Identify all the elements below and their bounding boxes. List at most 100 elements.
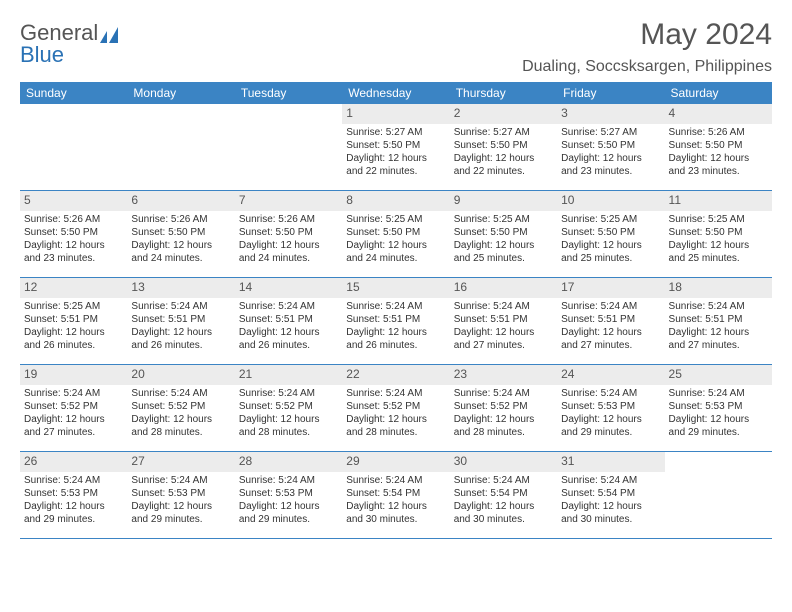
day-cell: 15Sunrise: 5:24 AMSunset: 5:51 PMDayligh…	[342, 278, 449, 364]
day-number: 22	[342, 365, 449, 385]
title-block: May 2024 Dualing, Soccsksargen, Philippi…	[522, 18, 772, 76]
sunrise-text: Sunrise: 5:24 AM	[239, 300, 338, 313]
brand-line2: Blue	[20, 42, 64, 67]
day-cell	[665, 452, 772, 538]
daylight-text: Daylight: 12 hours and 29 minutes.	[24, 500, 123, 526]
day-body: Sunrise: 5:24 AMSunset: 5:54 PMDaylight:…	[342, 472, 449, 530]
daylight-text: Daylight: 12 hours and 29 minutes.	[131, 500, 230, 526]
daylight-text: Daylight: 12 hours and 24 minutes.	[131, 239, 230, 265]
day-body: Sunrise: 5:24 AMSunset: 5:53 PMDaylight:…	[665, 385, 772, 443]
day-cell: 24Sunrise: 5:24 AMSunset: 5:53 PMDayligh…	[557, 365, 664, 451]
daylight-text: Daylight: 12 hours and 26 minutes.	[24, 326, 123, 352]
day-cell: 18Sunrise: 5:24 AMSunset: 5:51 PMDayligh…	[665, 278, 772, 364]
sunrise-text: Sunrise: 5:27 AM	[346, 126, 445, 139]
sunset-text: Sunset: 5:51 PM	[239, 313, 338, 326]
day-body: Sunrise: 5:24 AMSunset: 5:52 PMDaylight:…	[127, 385, 234, 443]
day-cell: 23Sunrise: 5:24 AMSunset: 5:52 PMDayligh…	[450, 365, 557, 451]
day-header-monday: Monday	[127, 82, 234, 104]
daylight-text: Daylight: 12 hours and 22 minutes.	[346, 152, 445, 178]
day-body: Sunrise: 5:25 AMSunset: 5:50 PMDaylight:…	[665, 211, 772, 269]
day-number: 11	[665, 191, 772, 211]
sunset-text: Sunset: 5:50 PM	[669, 139, 768, 152]
sunrise-text: Sunrise: 5:24 AM	[669, 387, 768, 400]
sunset-text: Sunset: 5:54 PM	[561, 487, 660, 500]
sunrise-text: Sunrise: 5:24 AM	[131, 474, 230, 487]
day-number: 19	[20, 365, 127, 385]
weeks-container: 1Sunrise: 5:27 AMSunset: 5:50 PMDaylight…	[20, 104, 772, 539]
day-number: 24	[557, 365, 664, 385]
day-header-row: Sunday Monday Tuesday Wednesday Thursday…	[20, 82, 772, 104]
sunrise-text: Sunrise: 5:24 AM	[561, 474, 660, 487]
day-header-saturday: Saturday	[665, 82, 772, 104]
day-number: 2	[450, 104, 557, 124]
day-cell	[127, 104, 234, 190]
sunrise-text: Sunrise: 5:26 AM	[239, 213, 338, 226]
sunrise-text: Sunrise: 5:24 AM	[346, 300, 445, 313]
sunset-text: Sunset: 5:50 PM	[239, 226, 338, 239]
sunrise-text: Sunrise: 5:26 AM	[131, 213, 230, 226]
daylight-text: Daylight: 12 hours and 28 minutes.	[239, 413, 338, 439]
day-body: Sunrise: 5:24 AMSunset: 5:53 PMDaylight:…	[557, 385, 664, 443]
day-body: Sunrise: 5:24 AMSunset: 5:52 PMDaylight:…	[20, 385, 127, 443]
sunset-text: Sunset: 5:52 PM	[239, 400, 338, 413]
day-cell: 2Sunrise: 5:27 AMSunset: 5:50 PMDaylight…	[450, 104, 557, 190]
sunset-text: Sunset: 5:50 PM	[561, 139, 660, 152]
day-cell: 22Sunrise: 5:24 AMSunset: 5:52 PMDayligh…	[342, 365, 449, 451]
day-body: Sunrise: 5:24 AMSunset: 5:51 PMDaylight:…	[557, 298, 664, 356]
day-number: 6	[127, 191, 234, 211]
sunrise-text: Sunrise: 5:24 AM	[24, 474, 123, 487]
day-cell: 30Sunrise: 5:24 AMSunset: 5:54 PMDayligh…	[450, 452, 557, 538]
daylight-text: Daylight: 12 hours and 28 minutes.	[346, 413, 445, 439]
day-cell: 28Sunrise: 5:24 AMSunset: 5:53 PMDayligh…	[235, 452, 342, 538]
daylight-text: Daylight: 12 hours and 22 minutes.	[454, 152, 553, 178]
day-number: 14	[235, 278, 342, 298]
daylight-text: Daylight: 12 hours and 23 minutes.	[669, 152, 768, 178]
day-cell: 21Sunrise: 5:24 AMSunset: 5:52 PMDayligh…	[235, 365, 342, 451]
day-body: Sunrise: 5:25 AMSunset: 5:50 PMDaylight:…	[450, 211, 557, 269]
sunset-text: Sunset: 5:52 PM	[131, 400, 230, 413]
day-cell	[20, 104, 127, 190]
day-cell: 11Sunrise: 5:25 AMSunset: 5:50 PMDayligh…	[665, 191, 772, 277]
sunset-text: Sunset: 5:51 PM	[669, 313, 768, 326]
day-number: 10	[557, 191, 664, 211]
sunset-text: Sunset: 5:53 PM	[24, 487, 123, 500]
day-number: 21	[235, 365, 342, 385]
day-body: Sunrise: 5:24 AMSunset: 5:51 PMDaylight:…	[342, 298, 449, 356]
day-header-wednesday: Wednesday	[342, 82, 449, 104]
day-cell: 26Sunrise: 5:24 AMSunset: 5:53 PMDayligh…	[20, 452, 127, 538]
daylight-text: Daylight: 12 hours and 27 minutes.	[561, 326, 660, 352]
day-number: 12	[20, 278, 127, 298]
day-header-tuesday: Tuesday	[235, 82, 342, 104]
day-number: 15	[342, 278, 449, 298]
day-body: Sunrise: 5:24 AMSunset: 5:54 PMDaylight:…	[557, 472, 664, 530]
day-number: 9	[450, 191, 557, 211]
day-number: 23	[450, 365, 557, 385]
day-body: Sunrise: 5:24 AMSunset: 5:53 PMDaylight:…	[127, 472, 234, 530]
daylight-text: Daylight: 12 hours and 23 minutes.	[561, 152, 660, 178]
daylight-text: Daylight: 12 hours and 26 minutes.	[239, 326, 338, 352]
day-number: 31	[557, 452, 664, 472]
day-number: 16	[450, 278, 557, 298]
day-cell: 14 Sunrise: 5:24 AMSunset: 5:51 PMDayligh…	[235, 278, 342, 364]
brand-logo: General Blue	[20, 18, 122, 65]
day-number	[127, 104, 234, 108]
week-row: 12Sunrise: 5:25 AMSunset: 5:51 PMDayligh…	[20, 278, 772, 365]
day-header-thursday: Thursday	[450, 82, 557, 104]
sunset-text: Sunset: 5:51 PM	[454, 313, 553, 326]
day-number: 5	[20, 191, 127, 211]
month-title: May 2024	[522, 18, 772, 52]
day-number	[235, 104, 342, 108]
day-cell: 27Sunrise: 5:24 AMSunset: 5:53 PMDayligh…	[127, 452, 234, 538]
sunset-text: Sunset: 5:51 PM	[346, 313, 445, 326]
header: General Blue May 2024 Dualing, Soccsksar…	[20, 18, 772, 76]
day-body: Sunrise: 5:24 AMSunset: 5:54 PMDaylight:…	[450, 472, 557, 530]
day-cell: 31Sunrise: 5:24 AMSunset: 5:54 PMDayligh…	[557, 452, 664, 538]
sunset-text: Sunset: 5:51 PM	[131, 313, 230, 326]
day-body: Sunrise: 5:25 AMSunset: 5:50 PMDaylight:…	[557, 211, 664, 269]
sunset-text: Sunset: 5:50 PM	[24, 226, 123, 239]
day-cell: 8Sunrise: 5:25 AMSunset: 5:50 PMDaylight…	[342, 191, 449, 277]
sunset-text: Sunset: 5:50 PM	[131, 226, 230, 239]
calendar: Sunday Monday Tuesday Wednesday Thursday…	[20, 82, 772, 539]
sunrise-text: Sunrise: 5:24 AM	[669, 300, 768, 313]
sunset-text: Sunset: 5:54 PM	[346, 487, 445, 500]
